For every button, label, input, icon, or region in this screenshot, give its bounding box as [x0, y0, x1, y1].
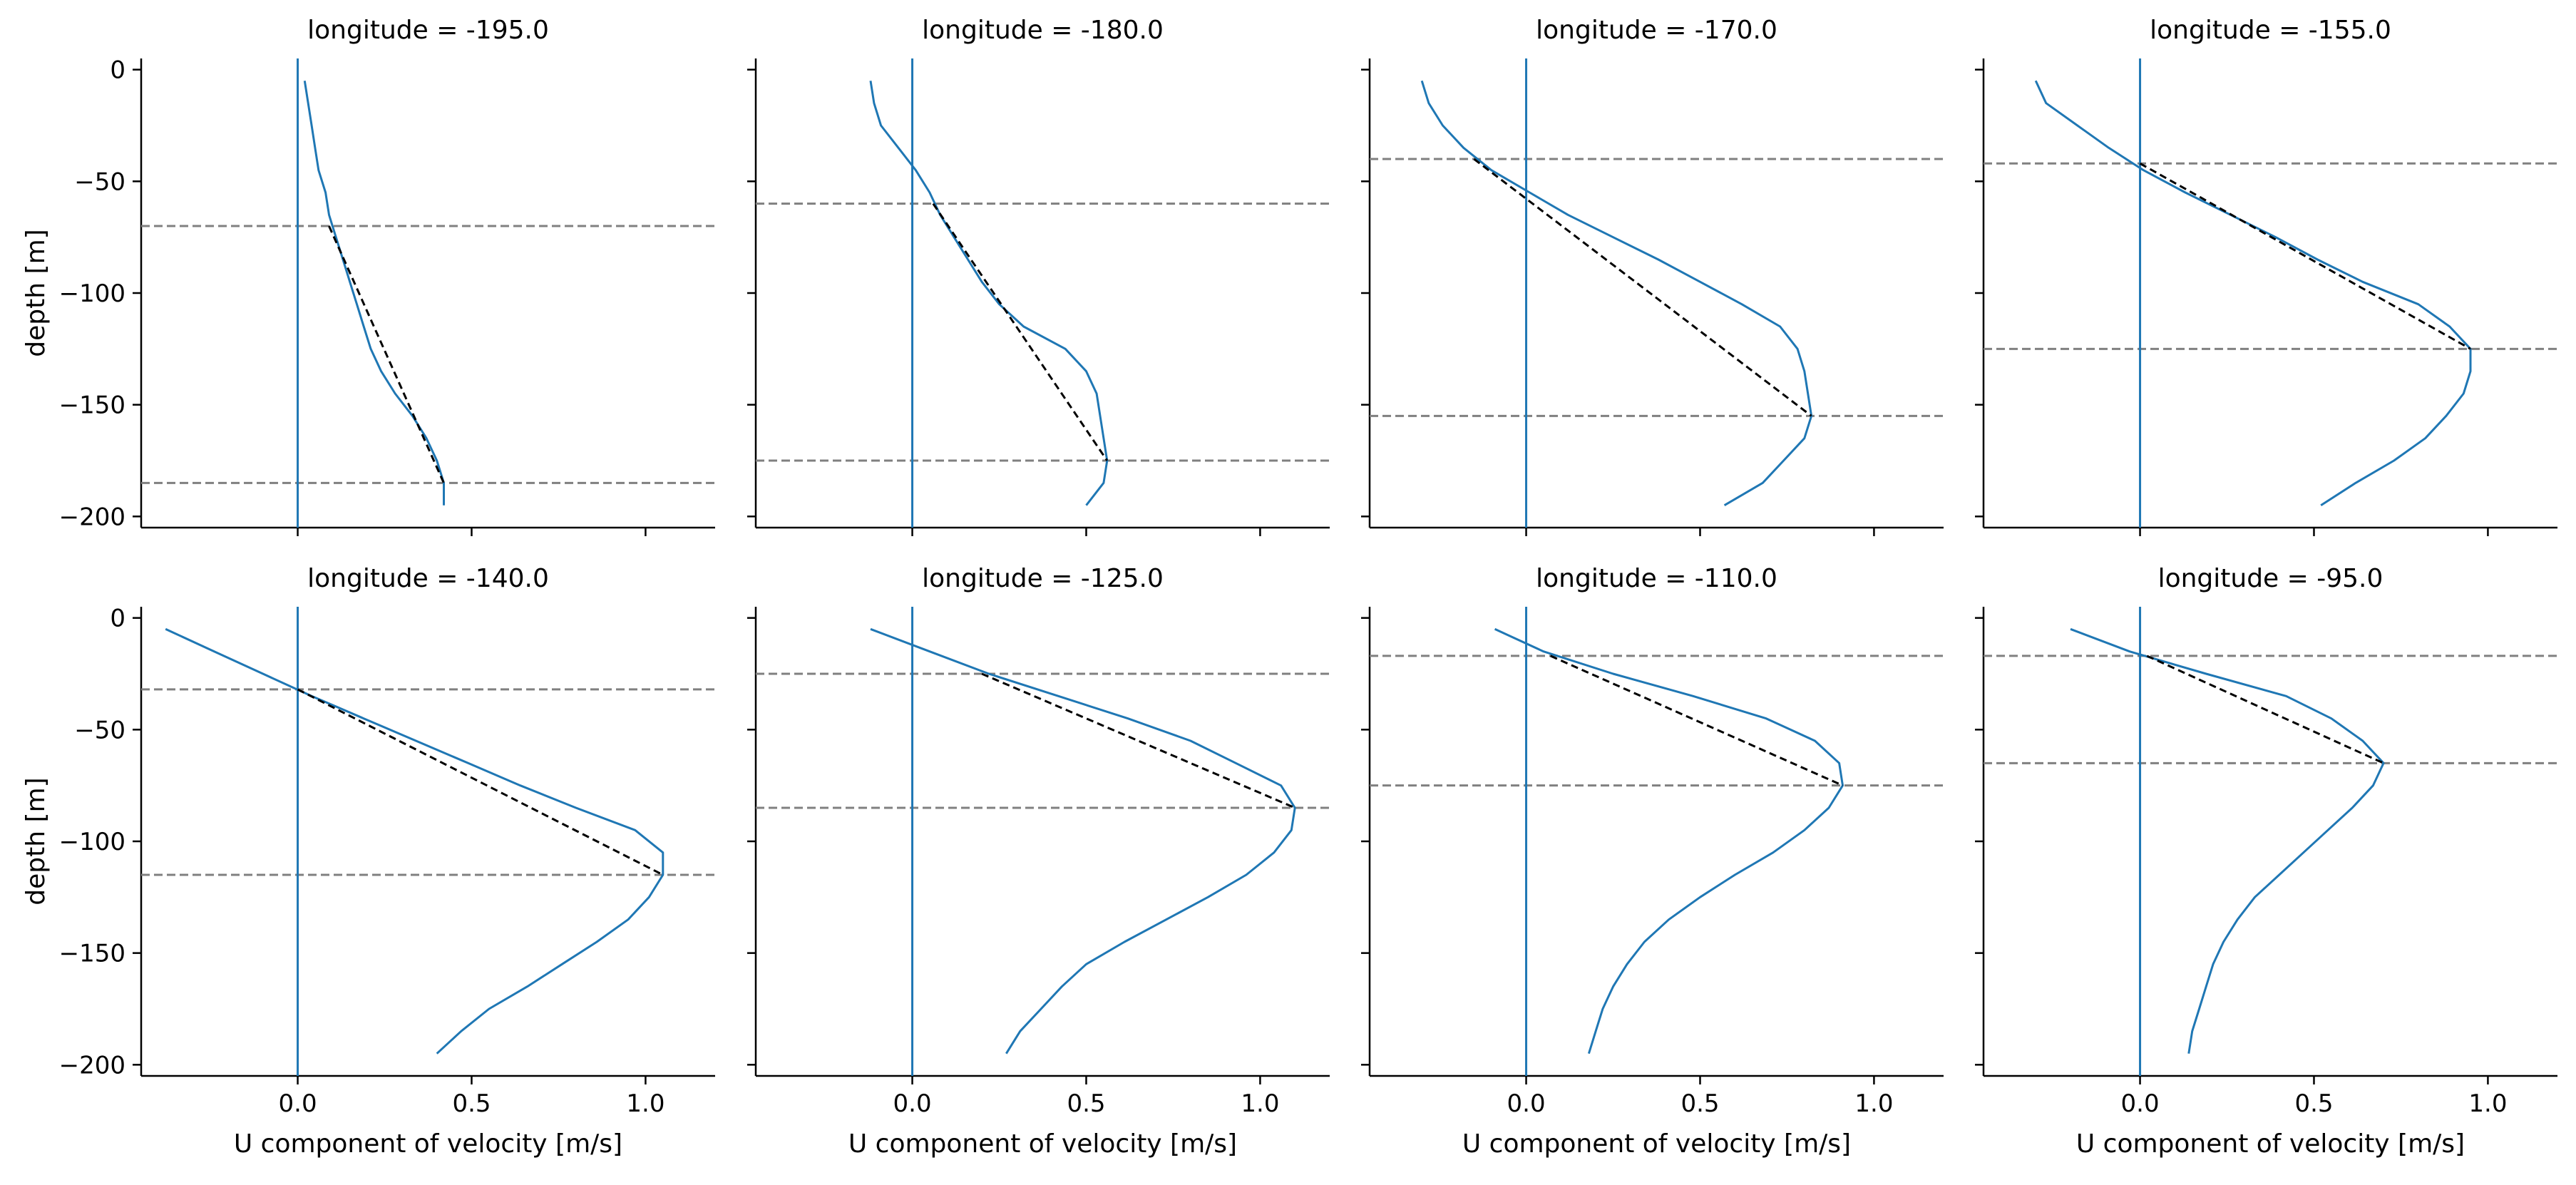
panel-4: longitude = -155.0 [1975, 16, 2557, 536]
fit-dashed-line [2146, 655, 2384, 764]
y-tick-label: −150 [59, 940, 125, 968]
y-tick-label: −200 [59, 1051, 125, 1079]
y-tick-label: −50 [74, 716, 125, 744]
x-tick-label: 0.0 [279, 1089, 317, 1118]
fit-dashed-line [297, 688, 664, 876]
x-axis-label: U component of velocity [m/s] [2076, 1129, 2465, 1159]
y-tick-label: −200 [59, 503, 125, 531]
fit-dashed-line [1550, 655, 1844, 787]
panel-title: longitude = -170.0 [1536, 16, 1777, 45]
velocity-profile-line [1494, 627, 1844, 1055]
fit-dashed-line [1473, 158, 1812, 417]
x-tick-label: 1.0 [626, 1089, 664, 1118]
panel-title: longitude = -125.0 [922, 564, 1164, 593]
panel-1: longitude = -195.0 0 −50 −100 −150 −200 depth … [21, 16, 715, 536]
panel-3: longitude = -170.0 [1361, 16, 1944, 536]
velocity-profile-line [303, 81, 445, 506]
panel-8: longitude = -95.0 0.0 0.5 1.0U component of… [1975, 564, 2557, 1159]
velocity-profile-line [869, 81, 1109, 506]
fit-dashed-line [328, 225, 445, 483]
x-axis-label: U component of velocity [m/s] [848, 1129, 1237, 1159]
x-tick-label: 0.0 [893, 1089, 932, 1118]
panel-title: longitude = -195.0 [307, 16, 549, 45]
velocity-profile-line [2070, 627, 2385, 1054]
x-tick-label: 1.0 [2468, 1089, 2507, 1118]
x-tick-label: 0.0 [2121, 1089, 2160, 1118]
y-tick-label: −50 [74, 168, 125, 196]
panel-title: longitude = -155.0 [2150, 16, 2391, 45]
fit-dashed-line [932, 202, 1108, 461]
y-tick-label: 0 [110, 56, 125, 85]
x-tick-label: 0.5 [2294, 1089, 2333, 1118]
x-tick-label: 0.5 [452, 1089, 491, 1118]
panel-6: longitude = -125.0 0.0 0.5 1.0U component o… [747, 564, 1330, 1159]
velocity-profile-line [1420, 80, 1813, 506]
x-tick-label: 1.0 [1854, 1089, 1893, 1118]
y-tick-label: −150 [59, 391, 125, 420]
panel-title: longitude = -95.0 [2158, 564, 2383, 593]
velocity-profile-line [870, 627, 1296, 1055]
x-axis-label: U component of velocity [m/s] [234, 1129, 622, 1159]
y-axis-label: depth [m] [21, 229, 51, 356]
panel-7: longitude = -110.0 0.0 0.5 1.0U component o… [1361, 564, 1944, 1159]
velocity-profile-line [165, 627, 664, 1055]
x-tick-label: 0.0 [1507, 1089, 1546, 1118]
y-tick-label: −100 [59, 828, 125, 856]
x-axis-label: U component of velocity [m/s] [1462, 1129, 1851, 1159]
panel-title: longitude = -140.0 [307, 564, 549, 593]
velocity-profile-line [2034, 80, 2472, 506]
panels-layer: longitude = -195.0 0 −50 −100 −150 −200 depth … [21, 16, 2557, 1159]
fit-dashed-line [2139, 162, 2471, 350]
panel-title: longitude = -180.0 [922, 16, 1164, 45]
panel-5: longitude = -140.0 0 −50 −100 −150 −200 0.0 0.5… [21, 564, 715, 1159]
y-tick-label: −100 [59, 279, 125, 308]
panel-2: longitude = -180.0 [747, 16, 1330, 536]
y-axis-label: depth [m] [21, 777, 51, 905]
y-tick-label: 0 [110, 605, 125, 633]
x-tick-label: 1.0 [1241, 1089, 1279, 1118]
x-tick-label: 0.5 [1680, 1089, 1719, 1118]
x-tick-label: 0.5 [1067, 1089, 1105, 1118]
panel-title: longitude = -110.0 [1536, 564, 1777, 593]
fit-dashed-line [981, 672, 1295, 809]
